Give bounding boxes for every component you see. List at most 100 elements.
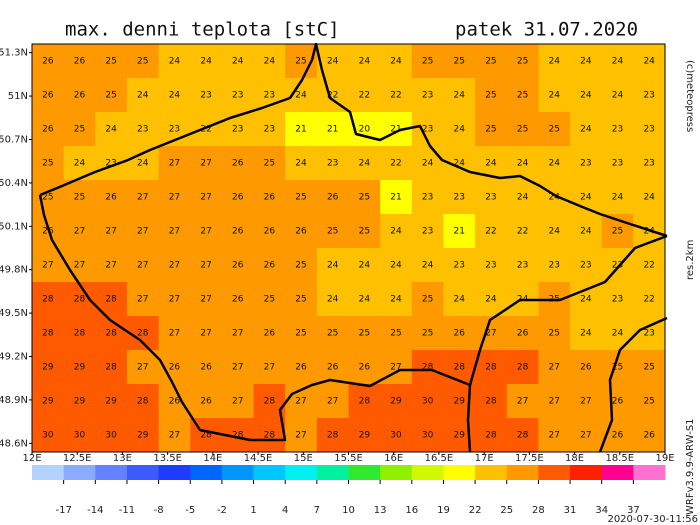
temperature-cell	[190, 146, 223, 181]
lon-label: 14.5E	[244, 453, 273, 464]
temperature-value: 26	[327, 193, 339, 203]
temperature-value: 25	[42, 193, 53, 203]
temperature-value: 27	[548, 431, 559, 441]
temperature-cell	[633, 350, 666, 385]
temperature-value: 24	[548, 193, 560, 203]
temperature-value: 26	[612, 431, 624, 441]
temperature-cell	[601, 282, 634, 317]
temperature-value: 23	[232, 91, 243, 101]
temperature-value: 27	[390, 363, 401, 373]
temperature-value: 27	[232, 329, 243, 339]
temperature-value: 23	[232, 125, 243, 135]
temperature-cell	[32, 44, 65, 79]
temperature-value: 26	[200, 397, 212, 407]
lon-label: 13E	[113, 453, 132, 464]
temperature-value: 24	[485, 295, 497, 305]
temperature-value: 24	[200, 57, 212, 67]
temperature-cell	[253, 112, 286, 147]
temperature-value: 25	[359, 227, 370, 237]
lat-label: 49.2N	[0, 352, 28, 363]
temperature-cell	[538, 316, 571, 351]
temperature-value: 28	[200, 431, 212, 441]
temperature-cell	[63, 384, 96, 419]
copyright: (c)meteopress	[684, 60, 695, 132]
temperature-value: 27	[232, 363, 243, 373]
colorbar-segment	[253, 465, 286, 480]
temperature-value: 25	[422, 57, 433, 67]
temperature-cell	[158, 316, 191, 351]
temperature-value: 26	[359, 363, 371, 373]
temperature-cell	[95, 418, 128, 453]
temperature-cell	[475, 214, 508, 249]
temperature-value: 26	[264, 227, 276, 237]
temperature-cell	[348, 146, 381, 181]
temperature-value: 22	[485, 227, 496, 237]
temperature-value: 23	[422, 91, 433, 101]
temperature-cell	[411, 418, 444, 453]
temperature-value: 22	[327, 91, 338, 101]
temperature-value: 28	[264, 397, 276, 407]
lat-label: 48.9N	[0, 395, 28, 406]
temperature-value: 26	[42, 57, 54, 67]
temperature-value: 24	[422, 261, 434, 271]
temperature-value: 30	[422, 431, 434, 441]
temperature-value: 21	[327, 125, 338, 135]
temperature-cell	[221, 248, 255, 283]
temperature-value: 27	[200, 193, 211, 203]
colorbar-label: 10	[342, 505, 355, 516]
colorbar-segment	[63, 465, 96, 480]
temperature-value: 29	[454, 431, 466, 441]
temperature-cell	[348, 44, 381, 79]
colorbar-segment	[570, 465, 603, 480]
temperature-value: 25	[295, 295, 306, 305]
temperature-cell	[380, 44, 413, 79]
temperature-cell	[32, 418, 65, 453]
temperature-value: 28	[264, 431, 276, 441]
temperature-value: 24	[264, 57, 276, 67]
temperature-value: 24	[327, 57, 339, 67]
lon-label: 13.5E	[153, 453, 182, 464]
colorbar-segment	[380, 465, 413, 480]
temperature-cell	[506, 78, 539, 113]
colorbar-label: 19	[437, 505, 450, 516]
temperature-value: 25	[485, 91, 496, 101]
temperature-cell	[570, 384, 603, 419]
temperature-value: 25	[422, 295, 433, 305]
temperature-cell	[316, 384, 349, 419]
temperature-value: 23	[548, 261, 559, 271]
temperature-cell	[538, 44, 571, 79]
temperature-cell	[221, 180, 255, 215]
temperature-cell	[190, 350, 223, 385]
temperature-cell	[348, 78, 381, 113]
temperature-cell	[506, 146, 539, 181]
temperature-value: 26	[295, 363, 307, 373]
temperature-cell	[126, 248, 160, 283]
colorbar-segment	[221, 465, 255, 480]
temperature-cell	[380, 384, 413, 419]
temperature-value: 25	[643, 397, 654, 407]
temperature-value: 23	[580, 159, 591, 169]
lon-label: 12.5E	[63, 453, 92, 464]
temperature-value: 28	[422, 363, 434, 373]
temperature-cell	[126, 384, 160, 419]
temperature-value: 24	[359, 159, 371, 169]
temperature-cell	[633, 146, 666, 181]
colorbar-label: 34	[595, 505, 608, 516]
temperature-value: 23	[580, 261, 591, 271]
temperature-value: 27	[137, 261, 148, 271]
temperature-cell	[253, 44, 286, 79]
temperature-cell	[126, 112, 160, 147]
temperature-value: 29	[42, 397, 54, 407]
temperature-value: 26	[42, 227, 54, 237]
temperature-cell	[538, 384, 571, 419]
temperature-cell	[475, 180, 508, 215]
temperature-value: 24	[105, 125, 117, 135]
temperature-value: 28	[137, 397, 149, 407]
colorbar-segment	[316, 465, 349, 480]
temperature-value: 27	[105, 261, 116, 271]
temperature-value: 24	[359, 295, 371, 305]
temperature-value: 27	[169, 431, 180, 441]
temperature-cell	[32, 316, 65, 351]
temperature-value: 25	[74, 193, 85, 203]
